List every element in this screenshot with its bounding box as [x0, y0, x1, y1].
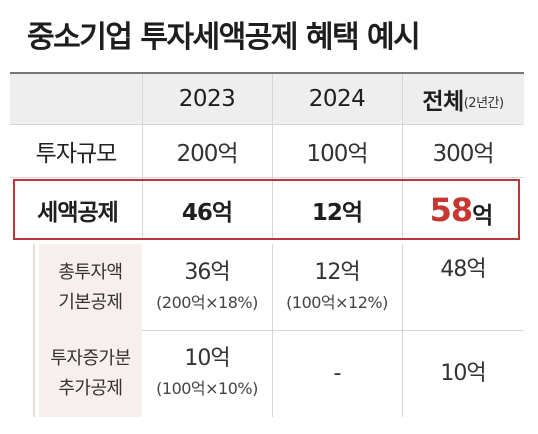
basic-2024-value: 12억	[314, 260, 360, 285]
tax-credit-total-unit: 억	[472, 202, 493, 229]
additional-total: 10억	[402, 331, 524, 417]
divider-investment	[10, 177, 524, 178]
header-total-label: 전체	[422, 89, 464, 115]
highlight-divider-3	[402, 181, 403, 238]
investment-2024: 100억	[306, 141, 368, 167]
table-top-border	[10, 72, 524, 74]
divider-sub-rows	[142, 330, 524, 331]
col-divider-1-top	[142, 74, 143, 179]
basic-2024: 12억 (100억×12%)	[272, 246, 402, 330]
col-divider-3-top	[402, 74, 403, 179]
additional-2024: -	[272, 331, 402, 417]
sub-rows-indicator	[33, 244, 35, 417]
row-label-tax-credit: 세액공제	[37, 199, 119, 226]
basic-2023-detail: (200억×18%)	[156, 293, 258, 312]
additional-2023: 10억 (100억×10%)	[142, 331, 272, 417]
col-divider-2-top	[272, 74, 273, 179]
basic-2023: 36억 (200억×18%)	[142, 246, 272, 330]
header-total-suffix: (2년간)	[463, 96, 504, 111]
row-label-basic: 총투자액 기본공제	[39, 246, 142, 330]
additional-2023-detail: (100억×10%)	[156, 379, 258, 398]
additional-total-value: 10억	[440, 361, 486, 386]
header-2024: 2024	[308, 86, 366, 112]
basic-2024-detail: (100억×12%)	[286, 293, 388, 312]
basic-total-value: 48억	[440, 257, 486, 282]
additional-label-line1: 투자증가분	[50, 348, 131, 369]
tax-credit-2023: 46억	[181, 199, 233, 226]
tax-credit-2024: 12억	[311, 199, 363, 226]
basic-total: 48억	[402, 246, 524, 294]
tax-credit-total: 58 억	[402, 179, 520, 240]
divider-header	[10, 124, 524, 125]
highlight-divider-2	[272, 181, 273, 238]
table-header-background	[10, 74, 524, 124]
additional-2024-value: -	[333, 361, 342, 386]
basic-label-line1: 총투자액	[58, 262, 123, 283]
sub-label-background	[39, 244, 142, 417]
investment-total: 300억	[432, 141, 494, 167]
row-label-additional: 투자증가분 추가공제	[39, 331, 142, 417]
investment-2023: 200억	[176, 141, 238, 167]
header-2023: 2023	[178, 86, 236, 112]
highlight-divider-1	[142, 181, 143, 238]
basic-label-line2: 기본공제	[58, 292, 123, 313]
tax-credit-highlight	[13, 179, 520, 240]
page-title: 중소기업 투자세액공제 혜택 예시	[27, 20, 421, 55]
row-label-investment: 투자규모	[35, 141, 118, 167]
basic-2023-value: 36억	[184, 260, 230, 285]
additional-label-line2: 추가공제	[58, 378, 123, 399]
col-divider-2-bottom	[272, 244, 273, 417]
tax-credit-total-number: 58	[429, 190, 474, 229]
additional-2023-value: 10억	[184, 346, 230, 371]
header-total: 전체 (2년간)	[402, 74, 524, 124]
col-divider-3-bottom	[402, 244, 403, 417]
